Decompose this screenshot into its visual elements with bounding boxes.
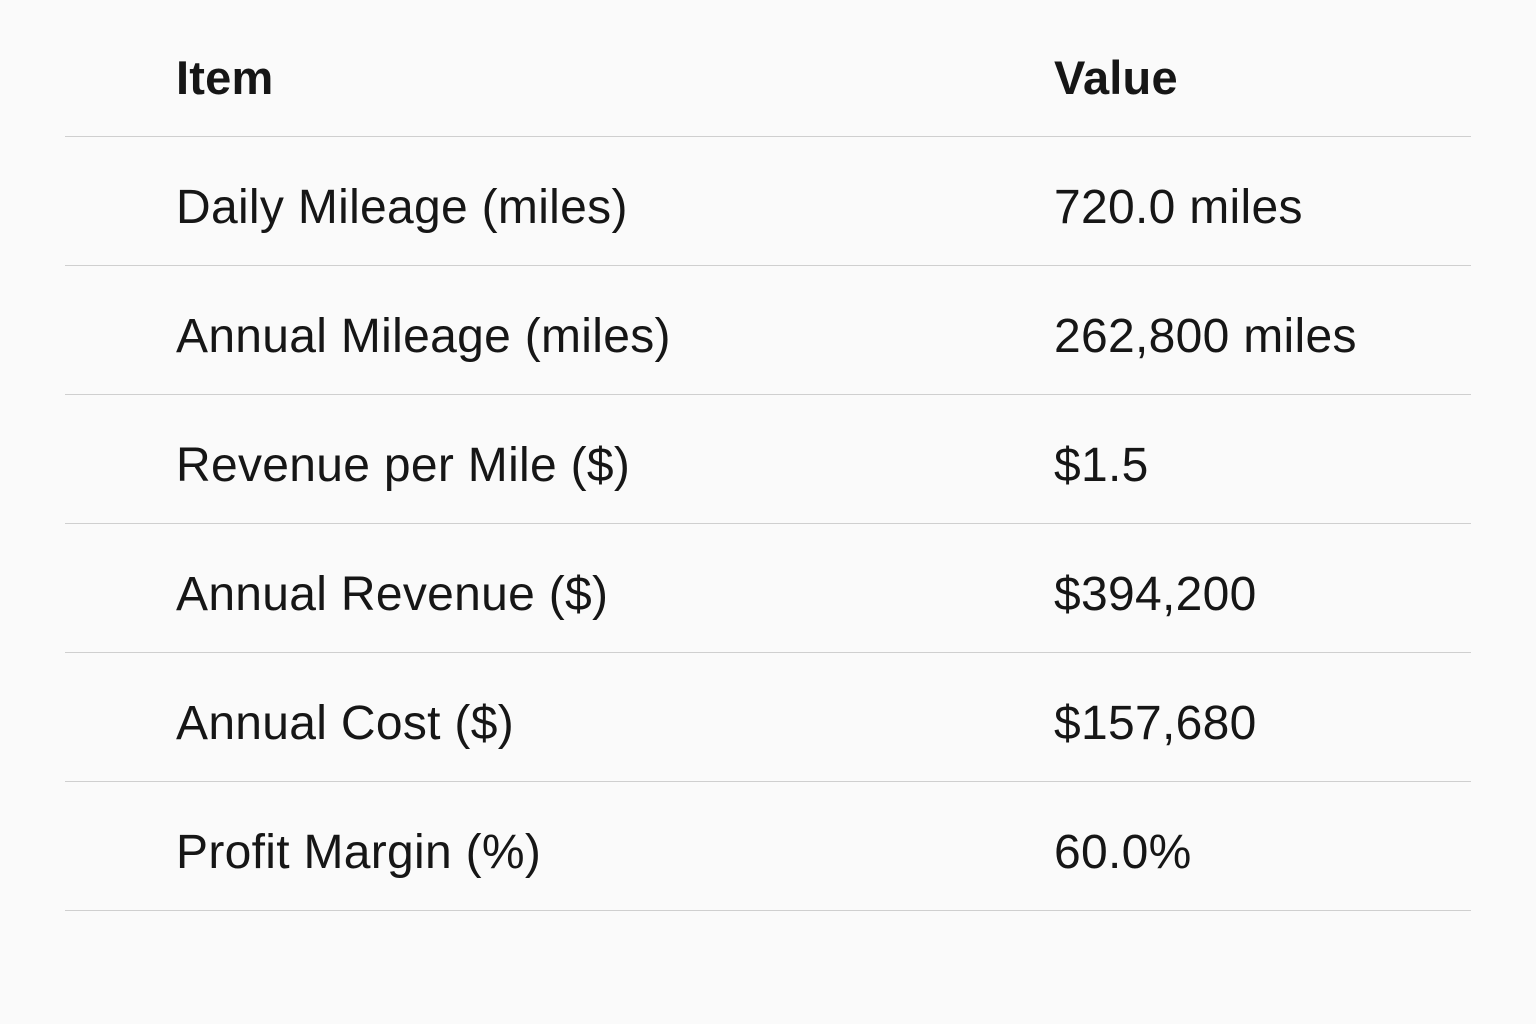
value-cell: 262,800 miles	[1054, 310, 1357, 363]
value-cell: 720.0 miles	[1054, 181, 1303, 234]
table-header-row: Item Value	[65, 0, 1471, 137]
item-cell: Annual Revenue ($)	[176, 568, 609, 621]
value-cell: $157,680	[1054, 697, 1257, 750]
item-cell: Profit Margin (%)	[176, 826, 542, 879]
table-row: Daily Mileage (miles) 720.0 miles	[65, 137, 1471, 266]
table-row: Annual Cost ($) $157,680	[65, 653, 1471, 782]
table-row: Annual Revenue ($) $394,200	[65, 524, 1471, 653]
table-row: Annual Mileage (miles) 262,800 miles	[65, 266, 1471, 395]
value-cell: $1.5	[1054, 439, 1149, 492]
column-header-item: Item	[176, 51, 274, 104]
table-row: Revenue per Mile ($) $1.5	[65, 395, 1471, 524]
table-row: Profit Margin (%) 60.0%	[65, 782, 1471, 911]
column-header-value: Value	[1054, 51, 1178, 104]
data-table: Item Value Daily Mileage (miles) 720.0 m…	[65, 0, 1471, 911]
item-cell: Revenue per Mile ($)	[176, 439, 631, 492]
value-cell: $394,200	[1054, 568, 1257, 621]
item-cell: Annual Cost ($)	[176, 697, 514, 750]
item-cell: Daily Mileage (miles)	[176, 181, 628, 234]
item-cell: Annual Mileage (miles)	[176, 310, 671, 363]
value-cell: 60.0%	[1054, 826, 1192, 879]
